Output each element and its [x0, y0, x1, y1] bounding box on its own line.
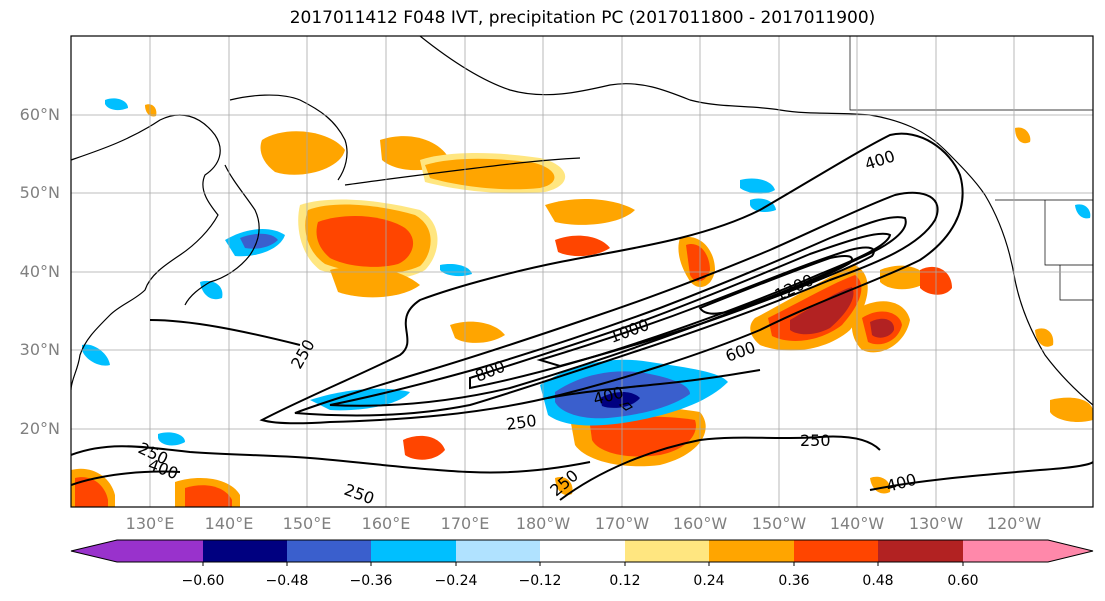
- border-states: [1044, 200, 1093, 301]
- contour-250-west: [149, 319, 301, 346]
- contour-250-se: [559, 435, 881, 501]
- precip-blob: [185, 485, 232, 507]
- coastline-alaska: [419, 36, 986, 196]
- precip-negative-shading: [82, 98, 1091, 446]
- colorbar-segment: [117, 540, 203, 562]
- precip-blob: [425, 158, 555, 190]
- colorbar-tick-label: −0.60: [181, 573, 225, 589]
- colorbar-tick-label: 0.12: [609, 573, 641, 589]
- lon-label-130w: 130°W: [908, 514, 964, 533]
- colorbar-tick-label: −0.48: [265, 573, 309, 589]
- colorbar-tick-label: 0.24: [693, 573, 725, 589]
- lat-label-40n: 40°N: [19, 262, 60, 281]
- precip-blob: [240, 233, 278, 249]
- ivt-contours: [71, 132, 1093, 501]
- coastline-aleutians: [344, 157, 581, 186]
- precip-blob: [316, 216, 414, 267]
- precip-blob: [740, 178, 775, 194]
- colorbar-tick-label: 0.36: [778, 573, 810, 589]
- coastline-japan: [184, 164, 260, 306]
- lon-label-150w: 150°W: [751, 514, 807, 533]
- lon-label-170w: 170°W: [594, 514, 650, 533]
- contour-600: [329, 216, 907, 407]
- colorbar-segment: [287, 540, 371, 562]
- border-us-canada: [849, 36, 1093, 111]
- lon-label-140w: 140°W: [829, 514, 885, 533]
- contour-250-south: [71, 445, 591, 474]
- map-title: 2017011412 F048 IVT, precipitation PC (2…: [289, 8, 876, 28]
- contour-400-south: [71, 470, 181, 486]
- colorbar-segment: [540, 540, 625, 562]
- colorbar-extend-low: [71, 540, 117, 562]
- colorbar-extend-high: [1048, 540, 1093, 562]
- colorbar-segment: [963, 540, 1048, 562]
- coastline-na-west: [984, 194, 1093, 406]
- lon-label-170e: 170°E: [440, 514, 490, 533]
- precip-blob: [403, 435, 445, 460]
- precip-blob: [790, 287, 854, 335]
- precip-blob: [330, 266, 420, 298]
- colorbar-segment: [794, 540, 878, 562]
- lon-label-130e: 130°E: [125, 514, 175, 533]
- contour-1200: [698, 254, 853, 315]
- colorbar-segment: [203, 540, 287, 562]
- precip-blob: [750, 198, 776, 213]
- precip-blob: [600, 392, 640, 408]
- colorbar-tick-label: 0.60: [947, 573, 979, 589]
- lon-label-150e: 150°E: [282, 514, 332, 533]
- precip-blob: [870, 318, 895, 338]
- colorbar-segment: [709, 540, 794, 562]
- coastline-kamchatka: [229, 94, 348, 181]
- precip-blob: [1075, 204, 1091, 219]
- colorbar-segment: [878, 540, 963, 562]
- colorbar-tick-label: −0.36: [349, 573, 393, 589]
- precip-blob: [545, 198, 635, 225]
- precip-blob: [260, 131, 345, 175]
- lon-label-120w: 120°W: [986, 514, 1042, 533]
- colorbar-segment: [371, 540, 456, 562]
- contour-400: [294, 191, 939, 417]
- lat-label-50n: 50°N: [19, 183, 60, 202]
- precip-blob: [158, 432, 185, 446]
- coastline-hawaii: [618, 402, 634, 411]
- contour-1000: [536, 246, 875, 368]
- map-frame: [70, 35, 1094, 508]
- precip-blob: [555, 235, 610, 257]
- lon-label-160w: 160°W: [672, 514, 728, 533]
- borders: [849, 36, 1093, 301]
- contour-label: 250: [800, 431, 831, 450]
- contour-250: [259, 132, 964, 425]
- lat-label-20n: 20°N: [19, 419, 60, 438]
- precip-blob: [75, 477, 108, 507]
- precip-blob: [440, 264, 472, 277]
- precip-blob: [1035, 328, 1054, 347]
- colorbar-tick-label: −0.24: [434, 573, 478, 589]
- colorbar-segment: [625, 540, 709, 562]
- precip-blob: [145, 104, 157, 117]
- contour-400-mid: [547, 369, 761, 399]
- lat-label-60n: 60°N: [19, 105, 60, 124]
- colorbar: [70, 539, 1094, 566]
- precip-blob: [1015, 127, 1031, 144]
- colorbar-outline: [70, 539, 1094, 563]
- precip-blob: [1050, 397, 1093, 423]
- lon-label-160e: 160°E: [361, 514, 411, 533]
- colorbar-ticks: [202, 562, 964, 566]
- colorbar-segment: [456, 540, 540, 562]
- lat-label-30n: 30°N: [19, 340, 60, 359]
- lon-label-140e: 140°E: [204, 514, 254, 533]
- precip-blob: [555, 476, 573, 496]
- map-panel: 400 1200 1000 800 600 400 250 250 250 25…: [71, 36, 1093, 507]
- contour-label: 250: [505, 411, 538, 434]
- colorbar-tick-label: 0.48: [862, 573, 894, 589]
- colorbar-tick-label: −0.12: [518, 573, 562, 589]
- precip-blob: [450, 321, 505, 343]
- contour-400-se: [869, 461, 1093, 491]
- lon-label-180w: 180°W: [515, 514, 571, 533]
- precip-blob: [105, 98, 128, 111]
